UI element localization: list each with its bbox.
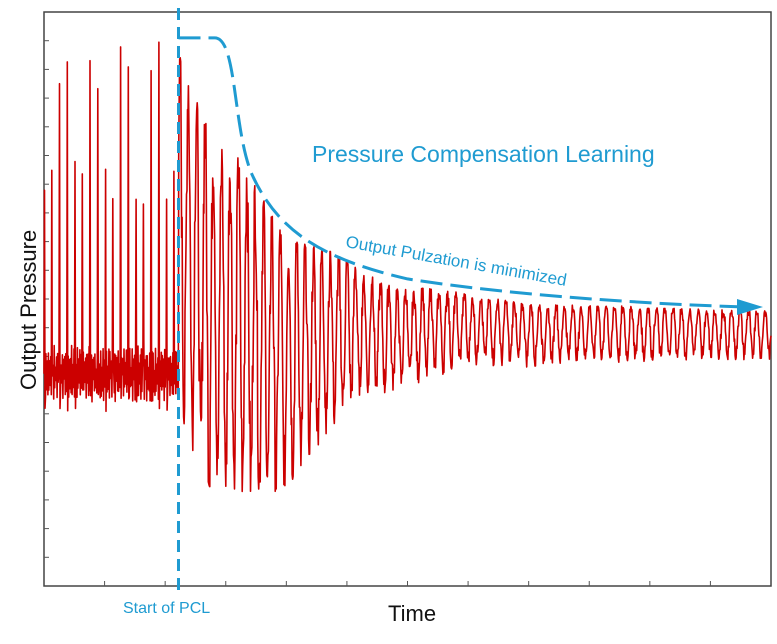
annotation-title: Pressure Compensation Learning — [312, 141, 655, 167]
trend-arrow-curve — [178, 36, 750, 309]
x-axis-label: Time — [388, 601, 436, 626]
marker-label: Start of PCL — [123, 600, 210, 617]
output-pressure-line — [43, 41, 772, 493]
plot-frame — [43, 11, 772, 587]
signal-series — [43, 41, 772, 493]
arrowhead-icon — [737, 299, 763, 316]
y-axis-label: Output Pressure — [16, 230, 41, 390]
